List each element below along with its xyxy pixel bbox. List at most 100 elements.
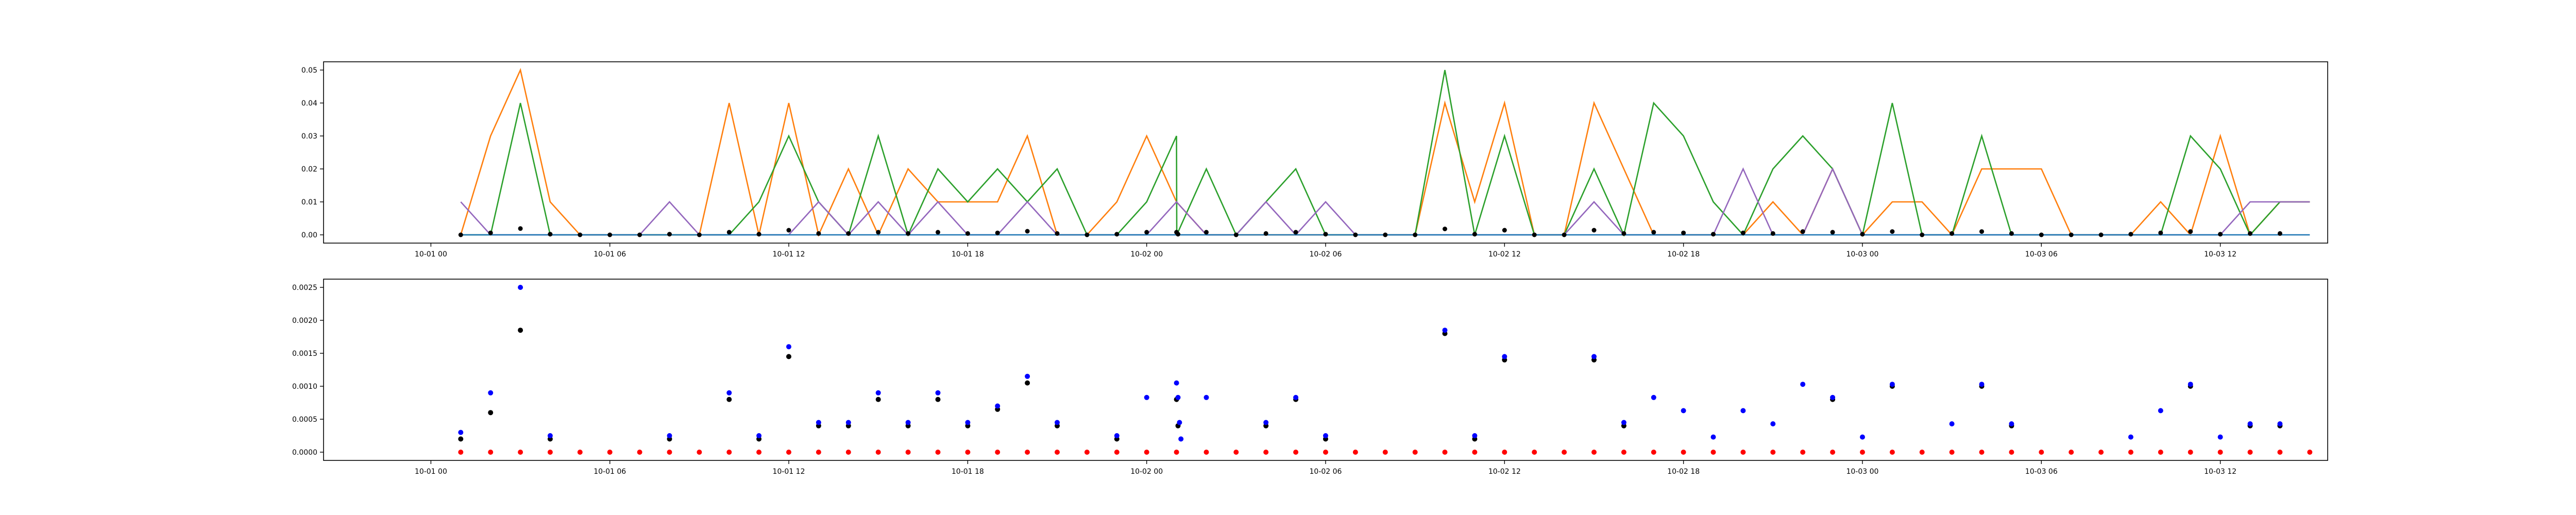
data-point-black (607, 232, 613, 237)
data-point-red (1800, 450, 1806, 455)
data-point-red (995, 450, 1001, 455)
data-point-black (1681, 230, 1686, 235)
data-point-blue (1502, 354, 1507, 359)
data-point-blue (1177, 420, 1182, 425)
top-line-chart: 10-01 00 10-01 06 10-01 12 10-01 18 10-02 00… (301, 61, 2328, 259)
data-point-black (518, 226, 523, 231)
data-point-blue (1889, 382, 1895, 387)
data-point-red (1055, 450, 1060, 455)
data-point-blue (1591, 354, 1597, 359)
data-point-blue (518, 285, 523, 290)
data-point-blue (2158, 408, 2163, 414)
data-point-red (518, 450, 523, 455)
data-point-black (1443, 227, 1447, 231)
data-point-black (1025, 229, 1030, 234)
data-point-black (2009, 231, 2014, 236)
data-point-blue (1055, 420, 1060, 425)
data-point-black (876, 230, 881, 235)
data-point-black (697, 232, 702, 237)
x-tick-label: 10-02 06 (1310, 250, 1342, 259)
y-tick-label: 0.02 (301, 165, 317, 174)
data-point-red (1382, 450, 1388, 455)
data-point-blue (1800, 382, 1806, 387)
data-point-red (577, 450, 583, 455)
data-point-blue (2277, 421, 2283, 426)
x-tick-label: 10-01 18 (952, 468, 984, 476)
data-point-red (726, 450, 732, 455)
data-point-red (2217, 450, 2223, 455)
data-point-black (1890, 229, 1895, 234)
data-point-red (2158, 450, 2163, 455)
data-point-blue (458, 430, 464, 435)
data-point-blue (2128, 434, 2133, 440)
data-point-black (488, 410, 494, 416)
data-point-blue (845, 420, 851, 425)
data-point-blue (1263, 420, 1269, 425)
data-point-black (726, 230, 732, 235)
data-point-blue (1175, 394, 1181, 400)
data-point-red (607, 450, 613, 455)
data-point-black (1353, 232, 1358, 237)
data-point-blue (488, 390, 494, 396)
data-point-red (1681, 450, 1686, 455)
x-tick-label: 10-03 06 (2025, 468, 2058, 476)
data-point-black (1770, 231, 1775, 236)
data-point-red (458, 450, 464, 455)
data-point-red (1442, 450, 1448, 455)
x-tick-label: 10-03 00 (1846, 468, 1878, 476)
data-point-black (2098, 232, 2104, 237)
data-point-red (1144, 450, 1149, 455)
data-point-black (1591, 228, 1597, 233)
data-point-black (906, 231, 911, 236)
x-tick-label: 10-01 06 (594, 250, 626, 259)
data-point-red (1352, 450, 1358, 455)
data-point-black (1144, 230, 1149, 235)
y-tick-label: 0.0015 (292, 350, 317, 358)
data-point-red (1591, 450, 1597, 455)
data-point-black (1711, 232, 1716, 237)
data-point-black (1800, 229, 1805, 234)
data-point-red (965, 450, 971, 455)
data-point-red (1562, 450, 1567, 455)
data-point-red (2277, 450, 2283, 455)
data-point-black (2158, 230, 2163, 235)
data-point-blue (1710, 434, 1716, 440)
data-point-blue (1472, 433, 1478, 438)
data-point-black (875, 397, 881, 402)
x-tick-label: 10-03 06 (2025, 250, 2058, 259)
data-point-black (1204, 230, 1209, 235)
data-point-blue (995, 403, 1001, 409)
data-point-red (1979, 450, 1985, 455)
data-point-red (905, 450, 911, 455)
x-tick-label: 10-02 18 (1667, 250, 1700, 259)
y-tick-label: 0.0025 (292, 284, 317, 292)
data-point-blue (786, 344, 791, 350)
y-tick-label: 0.0020 (292, 317, 317, 325)
data-point-blue (1621, 420, 1626, 425)
data-point-red (1323, 450, 1328, 455)
data-point-red (2247, 450, 2253, 455)
data-point-black (667, 232, 672, 237)
data-point-blue (2217, 434, 2223, 440)
data-point-red (1412, 450, 1418, 455)
data-point-blue (1323, 433, 1328, 438)
x-tick-label: 10-02 00 (1130, 468, 1163, 476)
data-point-black (2218, 232, 2223, 237)
data-point-black (1383, 232, 1388, 237)
data-point-blue (1174, 380, 1179, 386)
data-point-black (786, 228, 791, 233)
x-tick-label: 10-01 18 (952, 250, 984, 259)
data-point-black (816, 231, 821, 236)
data-point-blue (1178, 436, 1184, 442)
data-point-red (2098, 450, 2104, 455)
y-tick-label: 0.0005 (292, 416, 317, 424)
data-point-blue (1949, 421, 1955, 426)
data-point-blue (1740, 408, 1746, 414)
data-point-black (518, 328, 523, 333)
data-point-blue (1293, 394, 1299, 400)
data-point-red (1919, 450, 1925, 455)
bottom-scatter-chart: 10-01 00 10-01 06 10-01 12 10-01 18 10-02 00… (292, 279, 2328, 476)
data-point-black (726, 397, 732, 402)
data-point-blue (756, 433, 762, 438)
data-point-black (2069, 232, 2074, 237)
